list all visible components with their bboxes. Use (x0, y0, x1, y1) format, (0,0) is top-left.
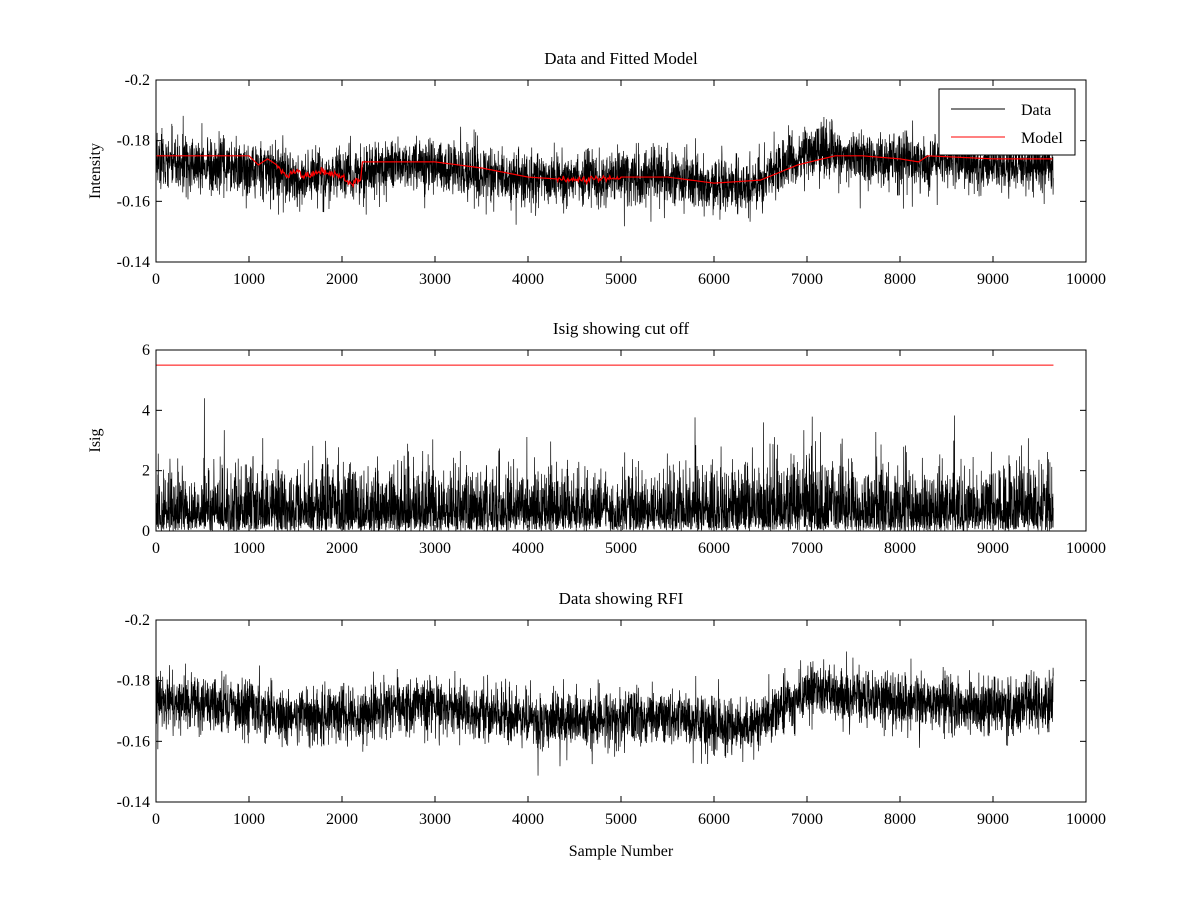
x-tick-label: 9000 (977, 811, 1009, 828)
legend-label-data: Data (1021, 102, 1051, 119)
x-tick-label: 7000 (791, 540, 823, 557)
series-line-model (156, 155, 1053, 189)
x-tick-label: 1000 (233, 811, 265, 828)
x-tick-label: 5000 (605, 811, 637, 828)
x-axis-label: Sample Number (569, 843, 674, 860)
plot-area (156, 651, 1054, 776)
legend-box (938, 88, 1076, 156)
y-tick-label: -0.16 (117, 193, 150, 210)
x-tick-label: 6000 (698, 811, 730, 828)
y-tick-label: -0.18 (117, 133, 150, 150)
x-tick-label: 7000 (791, 271, 823, 288)
x-tick-label: 5000 (605, 271, 637, 288)
series-line-data (156, 651, 1054, 776)
y-tick-label: -0.14 (117, 794, 150, 811)
panel-isig-cut-off: 0 1000 2000 3000 4000 5000 6000 7000 8000 9000 100… (87, 319, 1106, 557)
x-tick-label: 7000 (791, 811, 823, 828)
x-tick-label: 0 (152, 811, 160, 828)
y-tick-label: 0 (142, 523, 150, 540)
y-tick-label: 2 (142, 463, 150, 480)
x-tick-label: 6000 (698, 271, 730, 288)
y-axis-label: Isig (87, 429, 104, 453)
chart-title: Isig showing cut off (553, 319, 689, 338)
y-axis-label: Intensity (87, 143, 104, 199)
x-tick-label: 8000 (884, 811, 916, 828)
x-tick-label: 9000 (977, 271, 1009, 288)
x-tick-label: 3000 (419, 540, 451, 557)
x-tick-label: 5000 (605, 540, 637, 557)
x-tick-label: 9000 (977, 540, 1009, 557)
series-line-isig (156, 398, 1054, 531)
series-line-data (156, 115, 1054, 227)
x-tick-label: 2000 (326, 271, 358, 288)
x-tick-label: 0 (152, 540, 160, 557)
legend: Data Model (938, 88, 1076, 156)
y-tick-label: -0.2 (125, 612, 150, 629)
x-tick-label: 3000 (419, 811, 451, 828)
y-tick-label: -0.14 (117, 254, 150, 271)
y-tick-label: -0.2 (125, 72, 150, 89)
x-tick-label: 2000 (326, 811, 358, 828)
x-tick-label: 10000 (1066, 540, 1106, 557)
x-tick-label: 4000 (512, 271, 544, 288)
x-tick-label: 10000 (1066, 271, 1106, 288)
plot-area (156, 115, 1054, 227)
x-tick-label: 2000 (326, 540, 358, 557)
y-tick-label: 6 (142, 342, 150, 359)
x-tick-label: 8000 (884, 540, 916, 557)
y-tick-label: -0.18 (117, 673, 150, 690)
legend-label-model: Model (1021, 130, 1063, 147)
x-tick-label: 3000 (419, 271, 451, 288)
chart-title: Data showing RFI (559, 589, 684, 608)
x-tick-label: 4000 (512, 811, 544, 828)
plot-area (156, 364, 1054, 531)
y-tick-label: -0.16 (117, 733, 150, 750)
x-tick-label: 10000 (1066, 811, 1106, 828)
x-tick-label: 1000 (233, 540, 265, 557)
x-tick-label: 6000 (698, 540, 730, 557)
x-tick-label: 4000 (512, 540, 544, 557)
panel-data-showing-rfi: 0 1000 2000 3000 4000 5000 6000 7000 8000 9000 100… (117, 589, 1106, 860)
chart-title: Data and Fitted Model (544, 49, 698, 68)
x-tick-label: 8000 (884, 271, 916, 288)
panel-data-and-fitted-model: 0 1000 2000 3000 4000 5000 6000 7000 8000 9000 100… (87, 49, 1106, 288)
y-tick-label: 4 (142, 402, 150, 419)
x-tick-label: 0 (152, 271, 160, 288)
x-tick-label: 1000 (233, 271, 265, 288)
